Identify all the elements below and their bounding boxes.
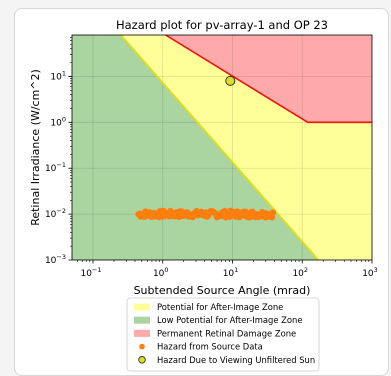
legend-entry: Hazard from Source Data [139,342,263,352]
hazard-chart: Hazard plot for pv-array-1 and OP 23 10−… [29,18,378,372]
legend-label: Potential for After-Image Zone [157,302,283,312]
y-tick-label: 100 [50,115,66,128]
permanent-damage-boundary-line [165,35,372,124]
x-tick-label: 102 [292,266,308,279]
legend: Potential for After-Image Zone Low Potent… [126,297,320,372]
legend-swatch [134,329,150,337]
legend-label: Permanent Retinal Damage Zone [157,328,296,338]
x-tick-label: 100 [153,266,169,279]
legend-entry: Low Potential for After-Image Zone [134,315,303,325]
legend-label: Hazard Due to Viewing Unfiltered Sun [157,355,315,365]
sun-hazard-point [225,75,236,86]
plot-frame [71,34,373,261]
x-tick-label: 10−1 [80,266,101,279]
y-tick-label: 101 [50,69,66,82]
y-tick-label: 10−3 [45,253,66,266]
legend-entry: Potential for After-Image Zone [134,302,283,312]
y-axis-label: Retinal Irradiance (W/cm^2) [29,69,42,226]
x-tick-label: 101 [223,266,239,279]
legend-marker [138,356,146,364]
legend-entry: Permanent Retinal Damage Zone [134,328,296,338]
source-data-point [269,209,277,216]
legend-swatch [134,316,150,324]
low-potential-zone [72,35,319,260]
source-data-point [268,214,276,221]
permanent-damage-zone [165,35,372,123]
y-tick-label: 10−2 [45,207,66,220]
plot-area [72,35,372,260]
chart-title: Hazard plot for pv-array-1 and OP 23 [116,18,328,32]
legend-marker [139,343,145,350]
legend-label: Hazard from Source Data [157,342,263,352]
source-data-points [135,207,277,221]
y-tick-label: 10−1 [45,161,66,174]
legend-entry: Hazard Due to Viewing Unfiltered Sun [138,355,315,365]
x-axis-label: Subtended Source Angle (mrad) [134,284,311,297]
legend-box [126,297,320,372]
legend-swatch [134,303,150,311]
low-potential-boundary-line [120,35,320,260]
chart-card: Hazard plot for pv-array-1 and OP 23 10−… [14,8,389,376]
axes: 10−1 100 101 102 103 10−3 10−2 10−1 100 101 [45,34,378,279]
legend-label: Low Potential for After-Image Zone [157,315,303,325]
x-tick-label: 103 [362,266,378,279]
